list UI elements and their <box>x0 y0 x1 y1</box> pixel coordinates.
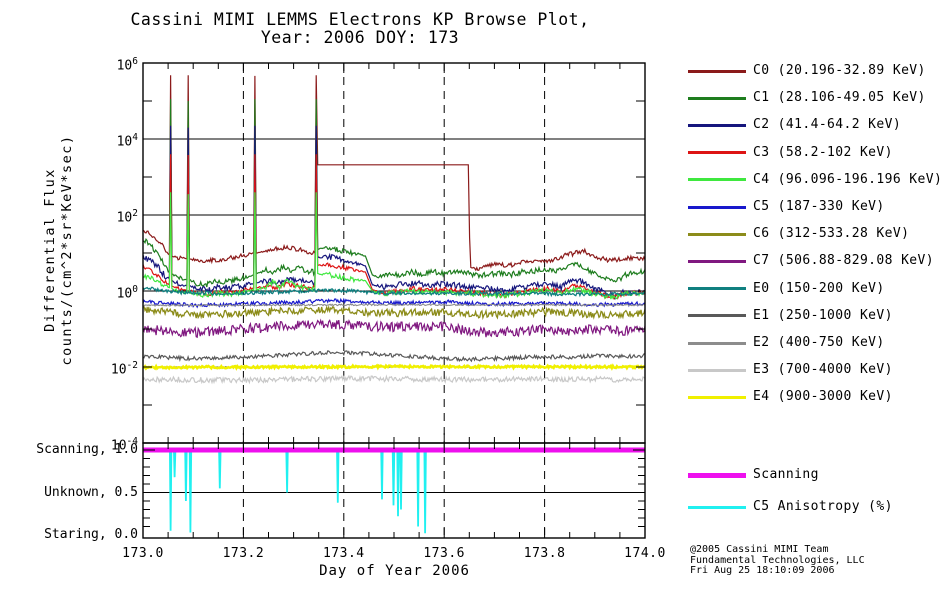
series-line-E0 <box>143 286 645 298</box>
series-line-E1 <box>143 350 645 363</box>
series-line-C6 <box>143 305 645 321</box>
legend-swatch-C5A <box>688 505 746 509</box>
legend-swatch-C7 <box>688 259 746 263</box>
legend-swatch-C5 <box>688 205 746 209</box>
y-axis-units-text: counts/(cm^2*sr*KeV*sec) <box>59 134 75 366</box>
main-series <box>143 75 645 385</box>
legend-swatch-E4 <box>688 395 746 399</box>
y-tick-label: 104 <box>116 132 138 150</box>
credit-block: @2005 Cassini MIMI Team Fundamental Tech… <box>690 544 865 577</box>
legend-label-C3: C3 (58.2-102 KeV) <box>753 144 893 160</box>
legend-label-C0: C0 (20.196-32.89 KeV) <box>753 63 926 78</box>
bottom-panel-y-label: Unknown, 0.5 <box>44 484 138 500</box>
legend-label-E4: E4 (900-3000 KeV) <box>753 389 893 405</box>
legend-swatch-C3 <box>688 151 746 155</box>
legend-label-C6: C6 (312-533.28 KeV) <box>753 226 910 242</box>
legend-swatch-E1 <box>688 314 746 318</box>
series-line-C5 <box>143 297 645 309</box>
x-tick-label: 173.4 <box>322 546 365 561</box>
legend-label-E3: E3 (700-4000 KeV) <box>753 362 893 378</box>
legend-label-E2: E2 (400-750 KeV) <box>753 335 885 350</box>
y-tick-label: 10-2 <box>110 360 138 378</box>
y-tick-label: 100 <box>116 284 138 302</box>
legend-label-E0: E0 (150-200 KeV) <box>753 280 885 296</box>
legend-swatch-C0 <box>688 69 746 73</box>
y-tick-label: 102 <box>116 208 138 226</box>
bottom-series <box>143 447 645 534</box>
legend-label-C7: C7 (506.88-829.08 KeV) <box>753 253 934 269</box>
legend-swatch-C6 <box>688 232 746 236</box>
legend-swatch-C4 <box>688 178 746 182</box>
series-line-C5A <box>143 449 645 534</box>
chart-title-line2: Year: 2006 DOY: 173 <box>260 28 460 47</box>
legend-label-C5: C5 (187-330 KeV) <box>753 199 885 214</box>
legend-swatch-SCAN <box>688 472 746 478</box>
x-tick-label: 173.6 <box>423 546 465 561</box>
y-axis-title: Differential Flux counts/(cm^2*sr*KeV*se… <box>42 50 76 450</box>
credit-line3: Fri Aug 25 18:10:09 2006 <box>690 565 835 576</box>
series-line-C7 <box>143 318 645 339</box>
x-axis-title: Day of Year 2006 <box>319 563 470 579</box>
series-line-C3 <box>143 154 645 301</box>
legend-label-E1: E1 (250-1000 KeV) <box>753 307 893 323</box>
axis-ticks <box>142 63 646 538</box>
bottom-panel-y-label: Staring, 0.0 <box>44 527 138 542</box>
series-line-C1 <box>143 99 645 288</box>
legend-label-SCAN: Scanning <box>753 467 819 482</box>
series-line-C2 <box>143 125 645 301</box>
y-tick-label: 106 <box>116 56 138 74</box>
legend-label-C1: C1 (28.106-49.05 KeV) <box>753 90 926 106</box>
legend-swatch-E2 <box>688 341 746 345</box>
legend-swatch-E3 <box>688 368 746 372</box>
legend-label-C5A: C5 Anisotropy (%) <box>753 499 893 514</box>
series-line-E2 <box>143 303 645 307</box>
x-tick-label: 173.2 <box>222 546 265 561</box>
x-tick-label: 173.8 <box>523 546 566 561</box>
legend-label-C2: C2 (41.4-64.2 KeV) <box>753 117 902 133</box>
y-axis-title-text: Differential Flux <box>42 168 58 332</box>
legend-swatch-C1 <box>688 96 746 100</box>
credit-line1: @2005 Cassini MIMI Team <box>690 544 829 555</box>
x-tick-label: 173.0 <box>122 546 164 561</box>
chart-title-line1: Cassini MIMI LEMMS Electrons KP Browse P… <box>130 10 590 29</box>
credit-line2: Fundamental Technologies, LLC <box>690 554 865 566</box>
legend-label-C4: C4 (96.096-196.196 KeV) <box>753 171 943 187</box>
series-line-E3 <box>143 374 645 385</box>
legend-swatch-E0 <box>688 287 746 291</box>
series-line-C0 <box>143 75 645 272</box>
legend-swatch-C2 <box>688 123 746 127</box>
series-line-E4 <box>143 363 645 371</box>
bottom-panel-y-label: Scanning, 1.0 <box>36 442 138 457</box>
x-tick-label: 174.0 <box>624 546 666 561</box>
y-tick-label: 10-4 <box>110 436 138 454</box>
